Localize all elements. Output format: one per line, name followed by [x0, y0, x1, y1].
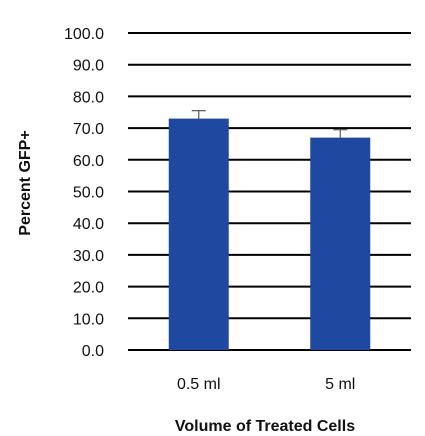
error-bar-2 — [333, 129, 348, 138]
y-tick-label: 100.0 — [64, 26, 104, 43]
x-tick-label: 5 ml — [325, 376, 355, 393]
y-tick-label: 50.0 — [73, 185, 104, 202]
bar-2 — [310, 137, 371, 350]
y-tick-label: 80.0 — [73, 89, 104, 106]
y-tick-label: 0.0 — [82, 343, 104, 360]
x-tick-labels: 0.5 ml 5 ml — [177, 376, 355, 393]
y-tick-label: 10.0 — [73, 311, 104, 328]
y-tick-label: 70.0 — [73, 121, 104, 138]
bars — [168, 118, 371, 350]
x-axis-title: Volume of Treated Cells — [175, 418, 355, 435]
y-tick-label: 20.0 — [73, 280, 104, 297]
y-tick-labels: 0.0 10.0 20.0 30.0 40.0 50.0 60.0 70.0 80.0 90.0 1… — [64, 26, 104, 360]
y-tick-label: 40.0 — [73, 216, 104, 233]
error-bar-1 — [191, 110, 206, 119]
x-tick-label: 0.5 ml — [177, 376, 221, 393]
bar-1 — [168, 118, 229, 350]
y-tick-label: 90.0 — [73, 58, 104, 75]
y-tick-label: 30.0 — [73, 248, 104, 265]
y-tick-label: 60.0 — [73, 153, 104, 170]
error-bars — [191, 110, 348, 138]
y-axis-title: Percent GFP+ — [17, 130, 34, 235]
